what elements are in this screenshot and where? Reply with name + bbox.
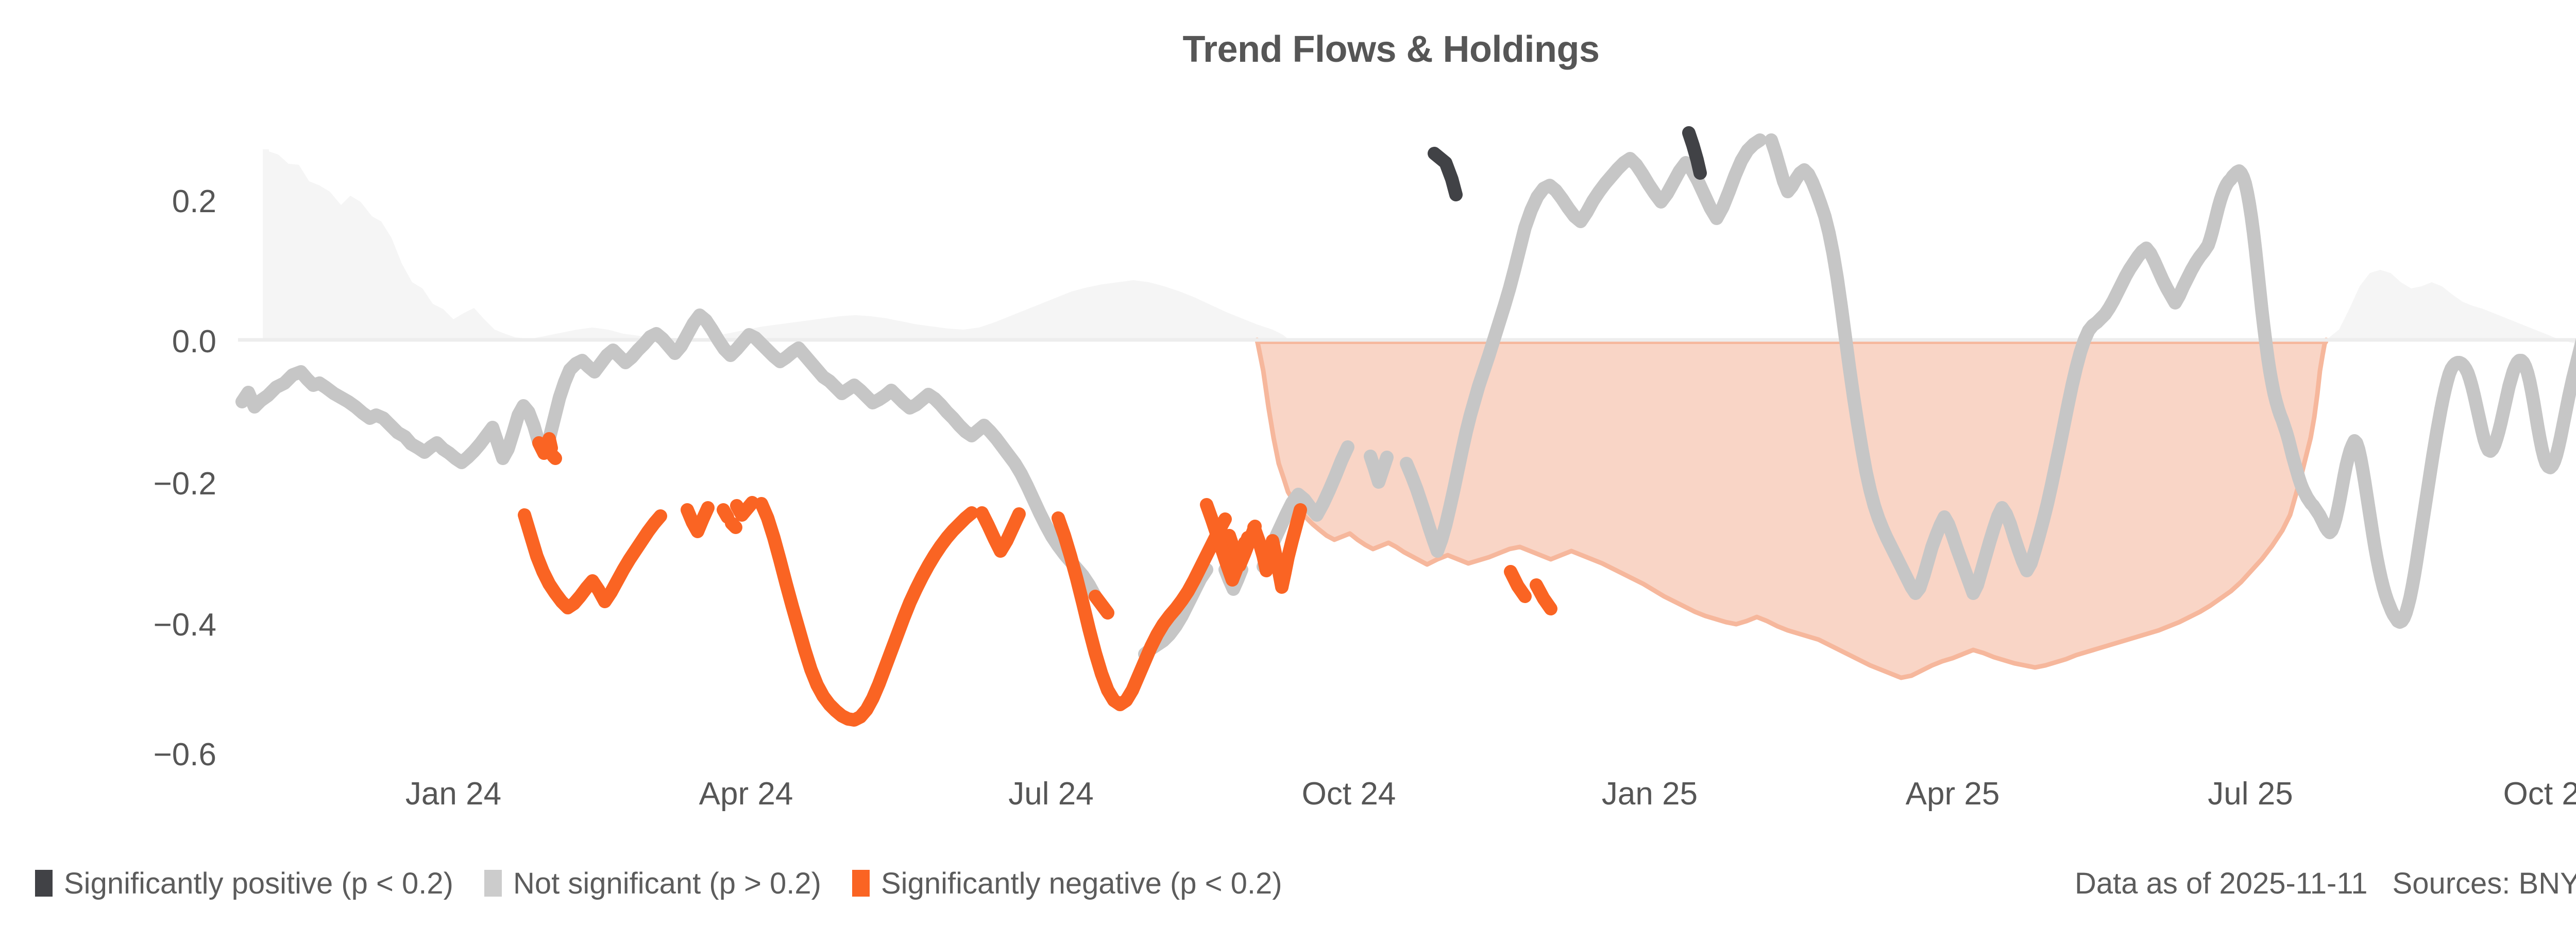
legend-label-positive: Significantly positive (p < 0.2) [64, 866, 453, 900]
x-axis-ticks: Jan 24 Apr 24 Jul 24 Oct 24 Jan 25 Apr 2… [405, 776, 2576, 812]
sources-note: Sources: BNY, WM/Refinitiv [2392, 866, 2576, 900]
legend-swatch-neutral-icon [484, 870, 502, 897]
page-title: Trend Flows & Holdings [1182, 29, 1600, 70]
legend-not-significant[interactable]: Not significant (p > 0.2) [484, 866, 821, 901]
y-tick-3: −0.4 [154, 607, 216, 643]
legend-swatch-positive-icon [35, 870, 53, 897]
y-tick-0: 0.2 [172, 184, 216, 219]
x-tick-1: Apr 24 [699, 776, 793, 812]
x-tick-6: Jul 25 [2208, 776, 2293, 812]
trend-flows-line-positive [1428, 126, 1707, 201]
y-tick-4: −0.6 [154, 737, 216, 772]
y-tick-1: 0.0 [172, 324, 216, 359]
y-tick-2: −0.2 [154, 466, 216, 502]
legend-label-negative: Significantly negative (p < 0.2) [881, 866, 1282, 900]
x-tick-0: Jan 24 [405, 776, 501, 812]
x-tick-2: Jul 24 [1008, 776, 1093, 812]
trend-flows-line-neutral [235, 133, 2576, 661]
y-axis-ticks: 0.2 0.0 −0.2 −0.4 −0.6 [154, 184, 216, 772]
legend-label-neutral: Not significant (p > 0.2) [513, 866, 821, 900]
trend-flows-line-negative [518, 432, 1557, 727]
legend-significantly-positive[interactable]: Significantly positive (p < 0.2) [35, 866, 453, 901]
chart-legend: Significantly positive (p < 0.2) Not sig… [35, 865, 2576, 901]
x-tick-4: Jan 25 [1602, 776, 1698, 812]
x-tick-7: Oct 25 [2503, 776, 2576, 812]
holdings-area-neutral-right [2326, 270, 2576, 344]
data-as-of-note: Data as of 2025-11-11 [2074, 866, 2368, 900]
holdings-area-neutral [263, 149, 1293, 342]
legend-significantly-negative[interactable]: Significantly negative (p < 0.2) [852, 866, 1282, 901]
x-tick-3: Oct 24 [1302, 776, 1396, 812]
x-tick-5: Apr 25 [1906, 776, 2000, 812]
legend-swatch-negative-icon [852, 870, 870, 897]
